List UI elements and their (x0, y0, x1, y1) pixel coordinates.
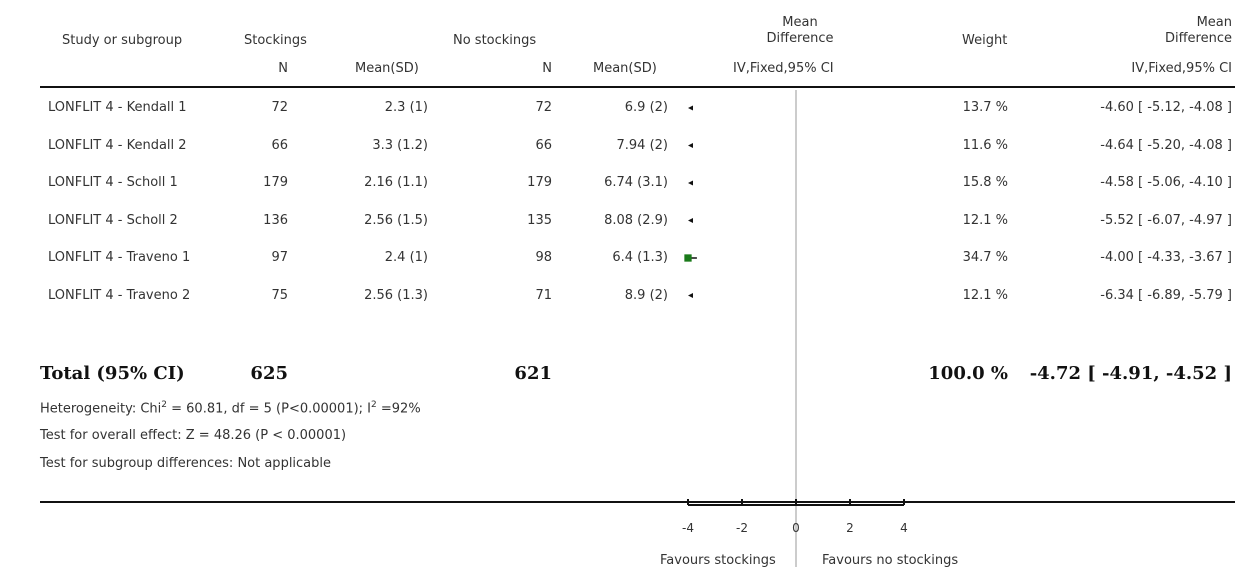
header-mean1: Mean(SD) (355, 61, 419, 76)
row-n1: 97 (271, 250, 288, 265)
off-scale-arrow (688, 218, 693, 223)
row-study: LONFLIT 4 - Scholl 1 (48, 175, 178, 190)
header-md-line1: Mean (782, 15, 818, 30)
header-study: Study or subgroup (62, 33, 183, 48)
row-n1: 72 (271, 100, 288, 115)
row-study: LONFLIT 4 - Scholl 2 (48, 212, 178, 228)
row-mean1: 2.3 (1) (384, 100, 428, 115)
i2-superscript: 2 (371, 400, 377, 410)
row-mean2: 8.9 (2) (624, 287, 668, 303)
row-weight: 11.6 % (962, 137, 1008, 153)
row-n1: 179 (263, 175, 288, 190)
row-study: LONFLIT 4 - Traveno 2 (48, 287, 191, 303)
row-mean2: 6.4 (1.3) (612, 250, 668, 265)
row-mean1: 3.3 (1.2) (372, 137, 428, 153)
row-study: LONFLIT 4 - Kendall 2 (48, 137, 187, 153)
row-mean2: 6.9 (2) (624, 100, 668, 115)
heterogeneity-text: Heterogeneity: Chi2 = 60.81, df = 5 (P<0… (40, 397, 421, 417)
header-rule (40, 86, 1235, 88)
header-md2-line2: Difference (1164, 31, 1232, 46)
x-tick-label: 4 (900, 521, 908, 535)
off-scale-arrow (688, 143, 693, 148)
header-weight: Weight (962, 33, 1008, 48)
header-n1: N (278, 61, 288, 76)
row-ci: -4.64 [ -5.20, -4.08 ] (1100, 137, 1232, 153)
header-md-method: IV,Fixed,95% CI (733, 61, 834, 76)
row-weight: 12.1 % (962, 212, 1008, 228)
row-study: LONFLIT 4 - Traveno 1 (48, 250, 191, 265)
row-study: LONFLIT 4 - Kendall 1 (48, 100, 187, 115)
off-scale-arrow (688, 105, 693, 111)
favours-left-label: Favours stockings (660, 553, 776, 568)
header-md2-line1: Mean (1196, 15, 1232, 30)
x-tick-label: 0 (792, 521, 800, 535)
bottom-rule (40, 501, 1235, 503)
heterogeneity-post: =92% (376, 401, 421, 417)
total-weight: 100.0 % (928, 363, 1008, 384)
overall-effect-text: Test for overall effect: Z = 48.26 (P < … (40, 428, 347, 443)
x-tick-label: -2 (736, 521, 748, 535)
heterogeneity-mid: = 60.81, df = 5 (P<0.00001); I (167, 401, 372, 417)
row-ci: -4.60 [ -5.12, -4.08 ] (1100, 100, 1232, 115)
row-weight: 15.8 % (962, 175, 1008, 190)
heterogeneity-pre: Heterogeneity: Chi (40, 401, 162, 417)
row-weight: 34.7 % (962, 250, 1008, 265)
row-mean1: 2.4 (1) (384, 250, 428, 265)
row-mean2: 7.94 (2) (616, 137, 669, 153)
total-ci: -4.72 [ -4.91, -4.52 ] (1029, 363, 1232, 384)
x-tick-label: -4 (682, 521, 694, 535)
row-mean1: 2.56 (1.3) (364, 287, 428, 303)
header-n2: N (542, 61, 552, 76)
header-md2-method: IV,Fixed,95% CI (1131, 61, 1232, 76)
study-square (684, 254, 692, 262)
row-mean1: 2.16 (1.1) (364, 175, 428, 190)
header-md-line2: Difference (766, 31, 834, 46)
row-ci: -4.00 [ -4.33, -3.67 ] (1100, 250, 1232, 265)
total-label: Total (95% CI) (40, 363, 185, 384)
off-scale-arrow (688, 293, 693, 298)
row-n1: 136 (263, 212, 288, 228)
chi-superscript: 2 (161, 400, 167, 410)
total-n1: 625 (250, 363, 288, 384)
row-n2: 66 (535, 137, 552, 153)
row-n2: 179 (527, 175, 552, 190)
row-weight: 13.7 % (962, 100, 1008, 115)
row-n2: 71 (535, 287, 552, 303)
row-n1: 75 (271, 287, 288, 303)
row-mean2: 6.74 (3.1) (604, 175, 668, 190)
off-scale-arrow (688, 180, 693, 186)
x-tick-label: 2 (846, 521, 854, 535)
row-n2: 135 (527, 212, 552, 228)
row-n2: 98 (535, 250, 552, 265)
total-n2: 621 (514, 363, 552, 384)
header-mean2: Mean(SD) (593, 61, 657, 76)
header-stockings: Stockings (244, 33, 307, 48)
row-ci: -6.34 [ -6.89, -5.79 ] (1100, 287, 1232, 303)
subgroup-text: Test for subgroup differences: Not appli… (40, 456, 332, 471)
favours-right-label: Favours no stockings (822, 553, 959, 568)
row-weight: 12.1 % (962, 287, 1008, 303)
header-no-stockings: No stockings (453, 33, 537, 48)
row-n2: 72 (535, 100, 552, 115)
row-ci: -5.52 [ -6.07, -4.97 ] (1100, 212, 1232, 228)
row-mean1: 2.56 (1.5) (364, 212, 428, 228)
row-mean2: 8.08 (2.9) (604, 212, 668, 228)
row-n1: 66 (271, 137, 288, 153)
row-ci: -4.58 [ -5.06, -4.10 ] (1100, 175, 1232, 190)
